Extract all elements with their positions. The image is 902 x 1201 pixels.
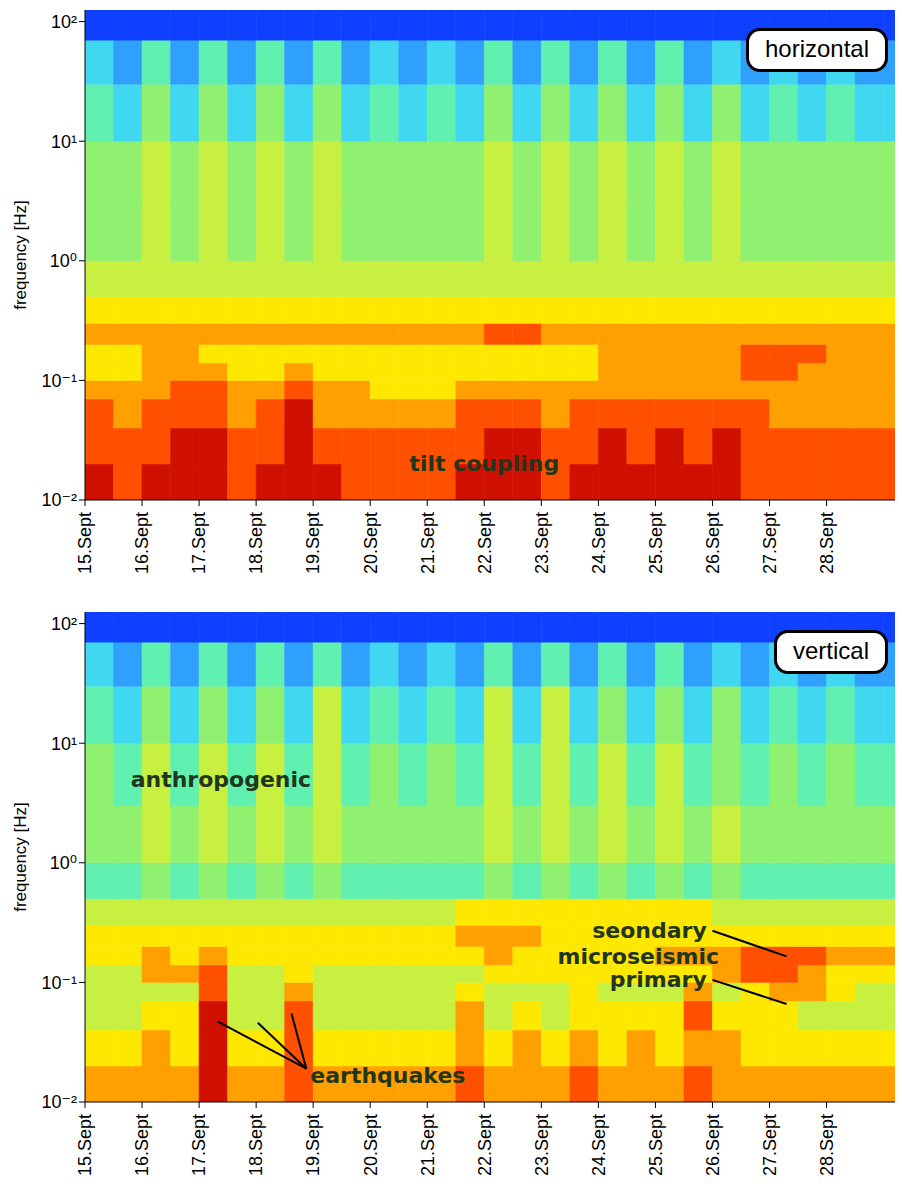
svg-text:microseismic: microseismic <box>557 944 719 969</box>
svg-text:20.Sept: 20.Sept <box>361 1114 381 1176</box>
svg-text:25.Sept: 25.Sept <box>646 512 666 574</box>
svg-text:10⁻¹: 10⁻¹ <box>41 371 77 391</box>
svg-text:frequency [Hz]: frequency [Hz] <box>11 802 30 912</box>
svg-text:tilt coupling: tilt coupling <box>409 451 559 476</box>
svg-text:21.Sept: 21.Sept <box>418 512 438 574</box>
svg-text:24.Sept: 24.Sept <box>589 512 609 574</box>
svg-text:earthquakes: earthquakes <box>310 1063 465 1088</box>
html-text:horizontal: horizontal <box>764 35 869 62</box>
svg-text:15.Sept: 15.Sept <box>75 1114 95 1176</box>
svg-text:16.Sept: 16.Sept <box>132 512 152 574</box>
svg-text:primary: primary <box>610 967 707 992</box>
svg-text:10⁻²: 10⁻² <box>41 490 77 510</box>
svg-text:10⁰: 10⁰ <box>50 251 77 271</box>
svg-text:28.Sept: 28.Sept <box>817 512 837 574</box>
svg-text:15.Sept: 15.Sept <box>75 512 95 574</box>
svg-text:18.Sept: 18.Sept <box>246 512 266 574</box>
svg-text:10²: 10² <box>51 12 77 32</box>
svg-text:26.Sept: 26.Sept <box>703 512 723 574</box>
svg-text:23.Sept: 23.Sept <box>532 1114 552 1176</box>
svg-text:24.Sept: 24.Sept <box>589 1114 609 1176</box>
svg-text:10⁻²: 10⁻² <box>41 1092 77 1112</box>
svg-text:16.Sept: 16.Sept <box>132 1114 152 1176</box>
svg-text:22.Sept: 22.Sept <box>475 1114 495 1176</box>
svg-text:seondary: seondary <box>592 918 707 943</box>
svg-text:21.Sept: 21.Sept <box>418 1114 438 1176</box>
svg-text:10¹: 10¹ <box>51 734 77 754</box>
svg-text:23.Sept: 23.Sept <box>532 512 552 574</box>
svg-text:10¹: 10¹ <box>51 132 77 152</box>
svg-text:22.Sept: 22.Sept <box>475 512 495 574</box>
svg-text:19.Sept: 19.Sept <box>303 512 323 574</box>
svg-text:27.Sept: 27.Sept <box>760 1114 780 1176</box>
svg-text:27.Sept: 27.Sept <box>760 512 780 574</box>
svg-text:25.Sept: 25.Sept <box>646 1114 666 1176</box>
svg-text:17.Sept: 17.Sept <box>189 1114 209 1176</box>
svg-text:20.Sept: 20.Sept <box>361 512 381 574</box>
svg-text:17.Sept: 17.Sept <box>189 512 209 574</box>
svg-text:anthropogenic: anthropogenic <box>131 767 311 792</box>
svg-text:10⁻¹: 10⁻¹ <box>41 973 77 993</box>
svg-text:28.Sept: 28.Sept <box>817 1114 837 1176</box>
html-text:vertical: vertical <box>793 637 869 664</box>
svg-text:19.Sept: 19.Sept <box>303 1114 323 1176</box>
svg-text:26.Sept: 26.Sept <box>703 1114 723 1176</box>
svg-text:10⁰: 10⁰ <box>50 853 77 873</box>
svg-text:10²: 10² <box>51 614 77 634</box>
svg-text:frequency [Hz]: frequency [Hz] <box>11 200 30 310</box>
svg-text:18.Sept: 18.Sept <box>246 1114 266 1176</box>
